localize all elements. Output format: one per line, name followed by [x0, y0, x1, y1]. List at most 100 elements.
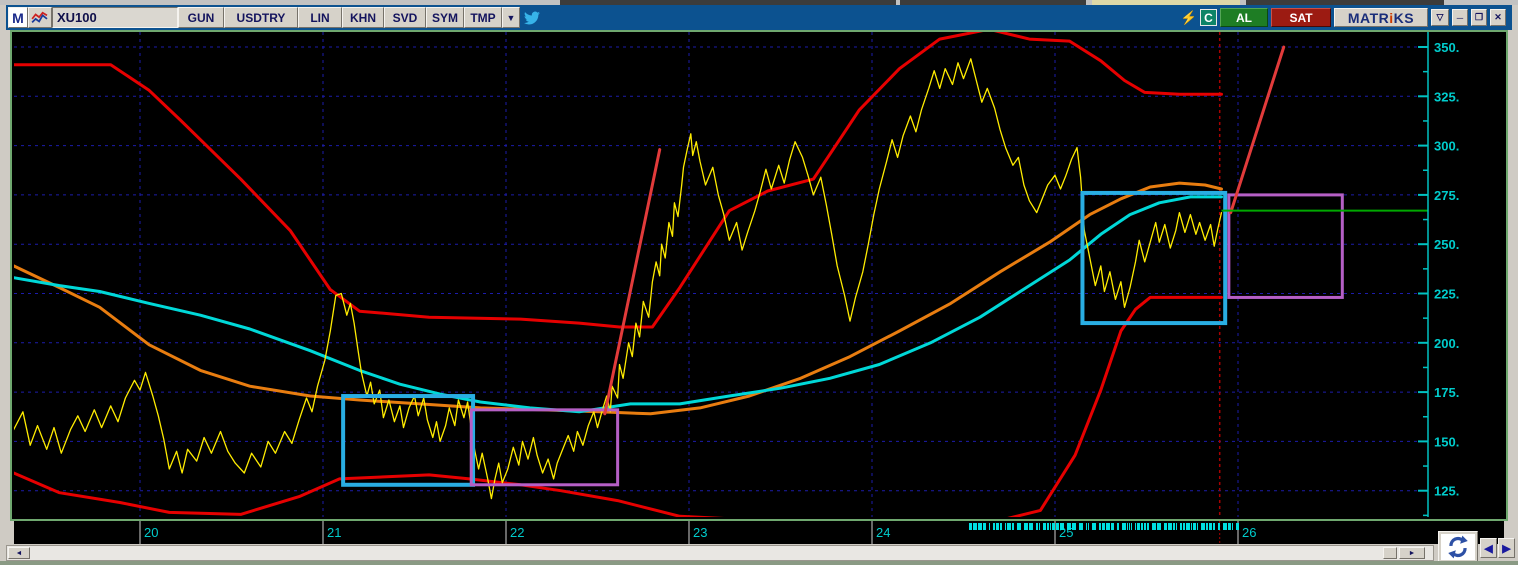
chart-type-button[interactable]: [28, 7, 52, 28]
volume-tick: [1167, 523, 1172, 530]
scale-button-lin[interactable]: LIN: [298, 7, 342, 28]
annotation-trendline[interactable]: [1229, 45, 1286, 215]
triangle-right-icon: ▶: [1502, 542, 1511, 555]
volume-tick: [1038, 523, 1040, 530]
y-axis-label: 125.: [1434, 484, 1459, 499]
volume-tick: [1151, 523, 1156, 530]
quick-trade-button[interactable]: ⚡: [1181, 9, 1197, 27]
scroll-right-button[interactable]: ►: [1399, 547, 1425, 559]
toolbar-dropdown-button[interactable]: ▼: [502, 7, 520, 28]
annotation-rectangle[interactable]: [1080, 190, 1228, 326]
volume-tick: [1110, 523, 1114, 530]
shade-icon: ▽: [1436, 12, 1444, 22]
restore-icon: ❐: [1474, 12, 1484, 22]
minimize-button[interactable]: ─: [1452, 9, 1468, 26]
annotation-rectangle[interactable]: [469, 408, 620, 487]
annotation-rectangle[interactable]: [341, 394, 476, 487]
volume-tick: [982, 523, 986, 530]
volume-tick: [1208, 523, 1212, 530]
volume-tick: [1182, 523, 1185, 530]
price-chart[interactable]: 350. 325. 300. 275. 250. 225. 200. 175. 150. 125.: [14, 32, 1504, 517]
matriks-m-logo[interactable]: M: [8, 7, 28, 28]
close-icon: ✕: [1494, 12, 1502, 22]
brand-text: KS: [1393, 9, 1415, 26]
volume-tick: [1049, 523, 1051, 530]
volume-tick: [1136, 523, 1140, 530]
volume-tick: [1175, 523, 1177, 530]
button-label: SYM: [431, 10, 458, 25]
button-label: KHN: [350, 10, 376, 25]
page-right-button[interactable]: ▶: [1498, 538, 1515, 558]
y-axis-label: 275.: [1434, 188, 1459, 203]
volume-tick: [1130, 523, 1132, 530]
button-svd[interactable]: SVD: [384, 7, 426, 28]
twitter-share-button[interactable]: [520, 7, 544, 28]
annotation-trendline[interactable]: [603, 148, 662, 416]
volume-tick: [1134, 523, 1136, 530]
refresh-data-button[interactable]: [1438, 531, 1478, 563]
volume-tick: [1235, 523, 1239, 530]
scrollbar-thumb[interactable]: [1383, 547, 1397, 559]
volume-tick: [1098, 523, 1101, 530]
volume-tick: [1016, 523, 1021, 530]
buy-button[interactable]: AL: [1220, 8, 1268, 27]
volume-tick: [1051, 523, 1055, 530]
symbol-input[interactable]: XU100: [52, 7, 178, 28]
restore-button[interactable]: ❐: [1471, 9, 1487, 26]
scroll-left-button[interactable]: ◄: [8, 547, 30, 559]
volume-tick: [995, 523, 999, 530]
volume-tick: [1066, 523, 1071, 530]
button-tmp[interactable]: TMP: [464, 7, 502, 28]
x-axis-label: 21: [327, 525, 341, 540]
volume-tick: [1212, 523, 1215, 530]
series-price: [14, 58, 1223, 500]
volume-tick: [1200, 523, 1205, 530]
window-bottom-border: [0, 561, 1518, 565]
m-logo-letter: M: [12, 9, 24, 26]
volume-tick: [1059, 523, 1064, 530]
toolbar-left-group: M XU100 GUN USDTRY LIN KHN SVD SYM TMP ▼: [8, 7, 544, 28]
y-axis-label: 300.: [1434, 139, 1459, 154]
volume-tick: [1042, 523, 1046, 530]
volume-tick: [1055, 523, 1059, 530]
series-ma-cyan: [14, 195, 1223, 414]
live-data-icon: C: [1204, 10, 1213, 25]
volume-tick: [1091, 523, 1096, 530]
y-axis-label: 175.: [1434, 385, 1459, 400]
live-data-button[interactable]: C: [1200, 9, 1217, 26]
button-khn[interactable]: KHN: [342, 7, 384, 28]
sell-button[interactable]: SAT: [1271, 8, 1331, 27]
window-shade-button[interactable]: ▽: [1431, 9, 1449, 26]
annotation-rectangle[interactable]: [1227, 193, 1344, 299]
period-button-gun[interactable]: GUN: [178, 7, 224, 28]
button-label: USDTRY: [236, 10, 286, 25]
volume-tick: [1006, 523, 1011, 530]
symbol-button-usdtry[interactable]: USDTRY: [224, 7, 298, 28]
volume-tick: [1035, 523, 1038, 530]
volume-tick: [1011, 523, 1014, 530]
sync-icon: [1448, 535, 1468, 559]
button-sym[interactable]: SYM: [426, 7, 464, 28]
volume-tick: [1185, 523, 1190, 530]
background-window-segment: [900, 0, 1086, 5]
close-button[interactable]: ✕: [1490, 9, 1506, 26]
volume-tick: [1222, 523, 1227, 530]
page-left-button[interactable]: ◀: [1480, 538, 1497, 558]
chevron-down-icon: ▼: [506, 12, 516, 23]
buy-label: AL: [1236, 10, 1252, 25]
brand-text: MATR: [1347, 9, 1390, 26]
y-axis-label: 250.: [1434, 237, 1459, 252]
button-label: SVD: [392, 10, 418, 25]
horizontal-scrollbar[interactable]: ◄ ►: [6, 545, 1434, 561]
x-axis-strip: 20 21 22 23 24 25 26: [14, 521, 1504, 544]
x-axis-background: [14, 521, 1504, 544]
volume-tick: [1046, 523, 1049, 530]
volume-tick: [1143, 523, 1146, 530]
volume-tick: [1140, 523, 1143, 530]
toolbar-right-group: ⚡ C AL SAT MATR i KS ▽ ─ ❐ ✕: [1181, 7, 1506, 28]
button-label: GUN: [187, 10, 215, 25]
arrow-left-icon: ◄: [15, 549, 23, 557]
volume-tick: [1087, 523, 1089, 530]
chart-wave-icon: [31, 11, 48, 23]
series-bollinger-lower: [14, 295, 1223, 517]
